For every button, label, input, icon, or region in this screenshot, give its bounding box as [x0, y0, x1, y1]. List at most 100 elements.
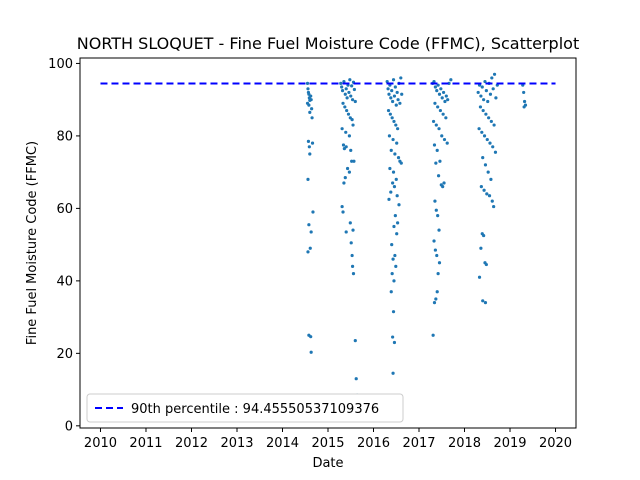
legend-box [86, 393, 404, 423]
y-tick-label: 80 [56, 129, 73, 144]
data-point [484, 262, 488, 267]
x-tick-label: 2010 [84, 436, 117, 451]
data-point [387, 134, 392, 138]
data-point [351, 228, 355, 232]
data-point [490, 199, 494, 203]
data-point [340, 204, 344, 209]
data-point [494, 96, 498, 100]
data-point [391, 137, 395, 142]
data-point [350, 159, 354, 163]
data-point [482, 134, 487, 138]
data-point [396, 156, 401, 160]
data-point [441, 112, 445, 116]
data-point [347, 90, 351, 95]
data-point [345, 96, 349, 100]
data-point [340, 85, 344, 89]
data-point [352, 159, 356, 163]
data-point [396, 127, 400, 131]
data-point [399, 161, 403, 165]
data-point [347, 170, 351, 174]
y-tick-label: 40 [56, 274, 73, 289]
data-point [391, 181, 395, 185]
data-point [350, 118, 354, 122]
data-point [389, 96, 393, 100]
data-point [349, 241, 353, 245]
data-point [307, 223, 311, 227]
data-point [390, 89, 394, 93]
data-point [438, 108, 442, 113]
data-point [352, 87, 356, 92]
data-point [434, 161, 438, 165]
data-point [350, 98, 355, 102]
data-point [435, 290, 439, 294]
data-point [387, 197, 391, 201]
y-tick-label: 60 [56, 202, 73, 217]
data-point [389, 148, 393, 153]
x-tick-label: 2019 [493, 436, 526, 451]
data-point [440, 96, 444, 100]
data-point [344, 87, 348, 91]
data-point [387, 92, 391, 96]
data-point [341, 101, 345, 105]
data-point [433, 101, 437, 105]
data-point [481, 108, 485, 113]
data-point [396, 98, 400, 102]
data-point [479, 185, 483, 189]
data-point [397, 203, 401, 207]
data-point [486, 170, 490, 174]
data-point [431, 333, 435, 337]
data-point [393, 152, 397, 156]
data-point [391, 257, 395, 261]
data-point [435, 253, 439, 258]
data-point [306, 250, 310, 254]
data-point [391, 310, 396, 314]
data-point [490, 76, 494, 80]
data-point [392, 224, 396, 229]
x-tick-label: 2016 [357, 436, 390, 451]
data-point [345, 108, 349, 113]
data-point [492, 204, 496, 209]
data-point [391, 78, 396, 82]
data-point [394, 264, 398, 268]
data-point [488, 92, 493, 96]
data-point [394, 123, 398, 127]
data-point [484, 112, 488, 116]
data-point [491, 87, 495, 91]
x-tick-label: 2011 [129, 436, 162, 451]
data-point [347, 134, 351, 138]
data-point [307, 145, 311, 149]
data-point [489, 119, 493, 124]
data-point [348, 78, 352, 82]
data-point [349, 148, 353, 153]
data-point [482, 233, 486, 238]
data-point [393, 214, 397, 218]
data-point [351, 272, 356, 276]
data-point [442, 181, 446, 185]
data-point [481, 299, 485, 303]
data-point [392, 279, 396, 283]
data-point [392, 94, 397, 98]
data-point [391, 335, 395, 339]
data-point [342, 181, 346, 185]
data-point [392, 119, 396, 124]
data-point [432, 239, 436, 243]
data-point [436, 272, 440, 276]
data-point [342, 79, 346, 84]
data-point [477, 127, 481, 131]
data-point [344, 230, 348, 234]
data-point [484, 89, 488, 93]
data-point [492, 123, 496, 127]
data-point [308, 152, 312, 156]
data-point [309, 94, 313, 98]
data-point [436, 105, 440, 109]
y-tick-label: 20 [56, 347, 73, 362]
data-point [394, 103, 398, 107]
data-point [486, 99, 490, 104]
data-point [436, 174, 441, 178]
legend-label: 90th percentile : 94.45550537109376 [131, 402, 379, 417]
data-point [478, 105, 483, 109]
data-point [392, 340, 397, 345]
y-axis-title: Fine Fuel Moisture Code (FFMC) [25, 141, 40, 345]
y-tick-label: 100 [48, 57, 73, 72]
data-point [436, 214, 440, 218]
